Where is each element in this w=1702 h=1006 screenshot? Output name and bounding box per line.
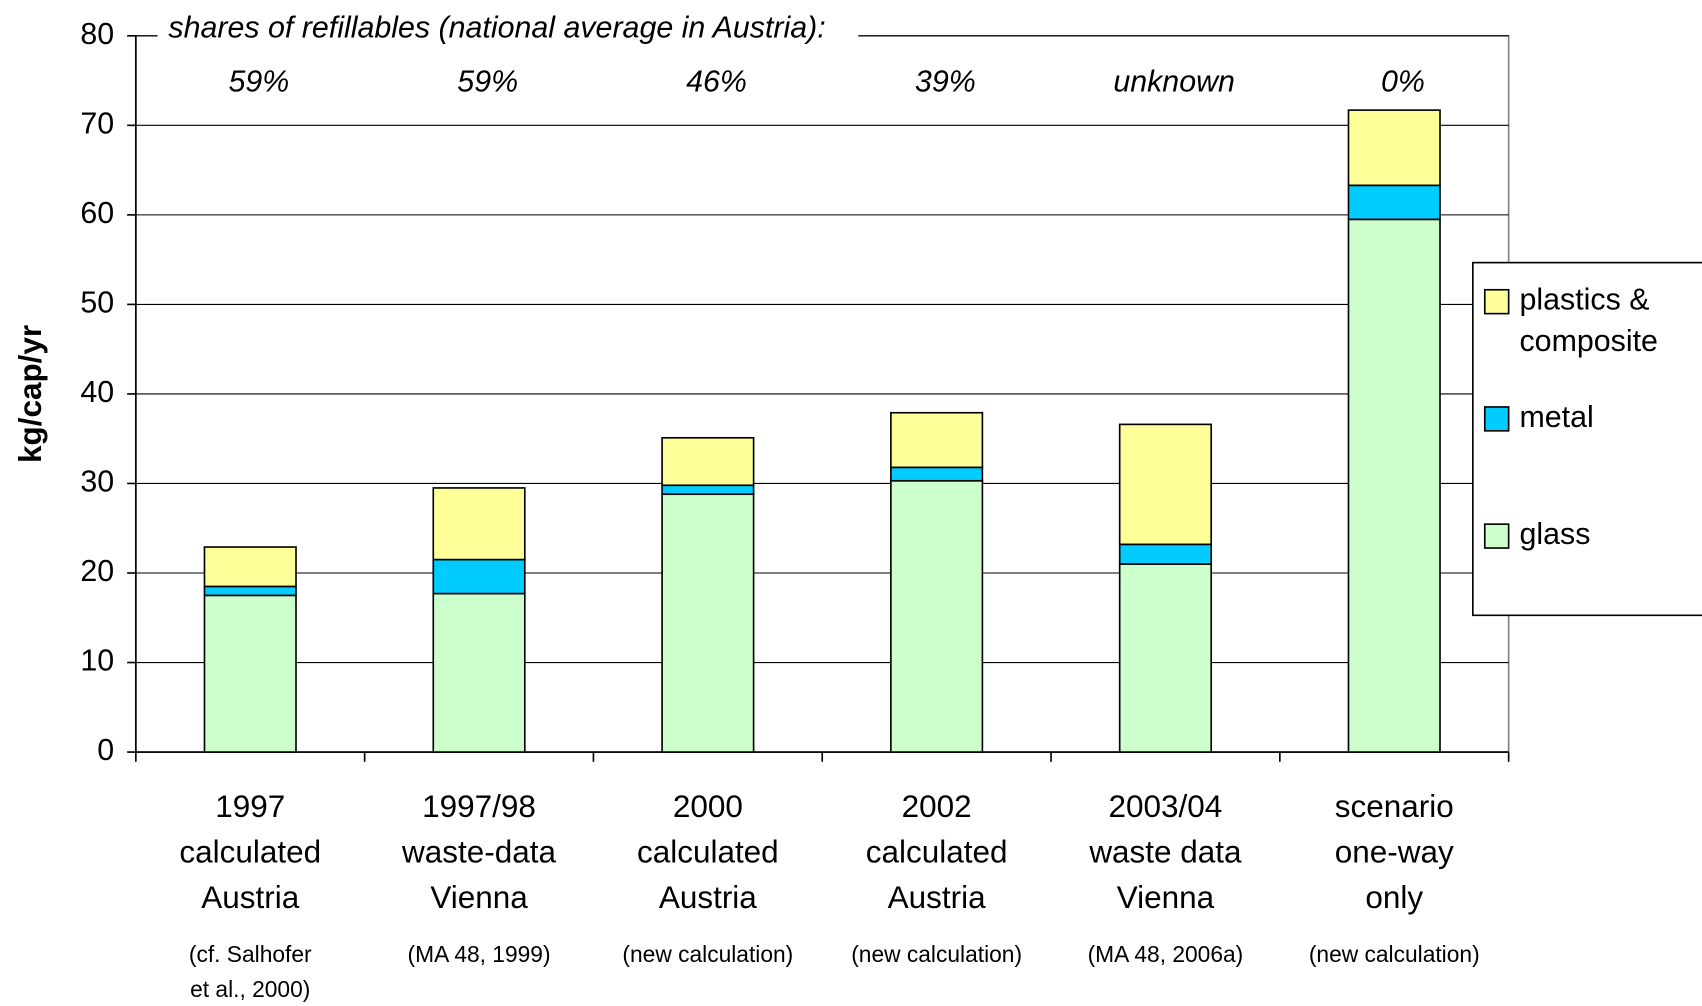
- x-tick-label: calculated: [866, 834, 1008, 869]
- bar-segment: [432, 487, 526, 561]
- x-tick-label: Austria: [888, 880, 986, 915]
- bar-segment: [203, 546, 297, 588]
- bar-segment: [890, 411, 984, 469]
- bar-segment: [1118, 563, 1213, 753]
- x-tick-label: only: [1365, 880, 1423, 915]
- bar-segment: [203, 594, 297, 753]
- bar-segment: [1118, 543, 1213, 565]
- bar-segment: [1118, 423, 1213, 546]
- bar-segment: [661, 493, 755, 753]
- y-tick-label: 60: [80, 196, 114, 230]
- x-tick-label: 2003/04: [1109, 789, 1223, 824]
- legend-label: composite: [1519, 324, 1657, 358]
- bar-segment: [432, 592, 526, 753]
- x-source-label: (new calculation): [1309, 941, 1480, 967]
- x-source-label: et al., 2000): [190, 976, 310, 1002]
- x-tick-label: Vienna: [430, 880, 528, 915]
- annotation-bg: [157, 10, 859, 45]
- legend-label: plastics &: [1519, 283, 1649, 317]
- x-tick-label: 2000: [673, 789, 743, 824]
- bar-segment: [432, 558, 526, 595]
- y-tick-label: 40: [80, 375, 114, 409]
- x-source-label: (cf. Salhofer: [189, 941, 312, 967]
- x-tick-label: waste-data: [401, 834, 556, 869]
- y-tick-label: 0: [97, 733, 114, 767]
- refillable-share: 59%: [457, 65, 518, 99]
- legend-swatch: [1483, 288, 1510, 315]
- legend-swatch: [1483, 523, 1510, 549]
- y-tick-label: 70: [80, 106, 114, 140]
- bar-segment: [203, 585, 297, 597]
- bar-segment: [1347, 109, 1441, 187]
- x-tick-label: 1997/98: [422, 789, 536, 824]
- y-tick-label: 80: [80, 17, 114, 51]
- x-source-label: (new calculation): [622, 941, 793, 967]
- y-tick-label: 50: [80, 285, 114, 319]
- x-tick-label: calculated: [637, 834, 779, 869]
- bar-segment: [1347, 184, 1441, 221]
- x-tick-label: scenario: [1335, 789, 1454, 824]
- bar-segment: [1347, 218, 1441, 753]
- refillable-share: 59%: [229, 65, 290, 99]
- bar-segment: [661, 436, 755, 487]
- x-source-label: (new calculation): [851, 941, 1022, 967]
- x-tick-label: calculated: [179, 834, 321, 869]
- annotation-title: shares of refillables (national average …: [168, 10, 825, 44]
- bar-segment: [890, 466, 984, 482]
- refillable-share: 0%: [1381, 65, 1425, 99]
- x-tick-label: 1997: [215, 789, 285, 824]
- x-source-label: (MA 48, 1999): [408, 941, 551, 967]
- x-tick-label: waste data: [1088, 834, 1242, 869]
- legend-box: [1472, 261, 1702, 617]
- x-tick-label: Vienna: [1117, 880, 1215, 915]
- x-tick-label: one-way: [1335, 834, 1454, 869]
- legend-swatch: [1483, 406, 1510, 432]
- bar-segment: [661, 484, 755, 496]
- y-tick-label: 20: [80, 554, 114, 588]
- legend-label: metal: [1519, 400, 1593, 434]
- y-axis-label: kg/cap/yr: [13, 325, 48, 463]
- legend-label: glass: [1519, 517, 1590, 551]
- refillable-share: 39%: [915, 65, 976, 99]
- bar-segment: [890, 479, 984, 753]
- x-source-label: (MA 48, 2006a): [1088, 941, 1244, 967]
- refillable-share: unknown: [1113, 65, 1235, 99]
- refillable-share: 46%: [686, 65, 747, 99]
- x-tick-label: 2002: [902, 789, 972, 824]
- y-tick-label: 10: [80, 644, 114, 678]
- x-tick-label: Austria: [201, 880, 299, 915]
- x-tick-label: Austria: [659, 880, 757, 915]
- y-tick-label: 30: [80, 464, 114, 498]
